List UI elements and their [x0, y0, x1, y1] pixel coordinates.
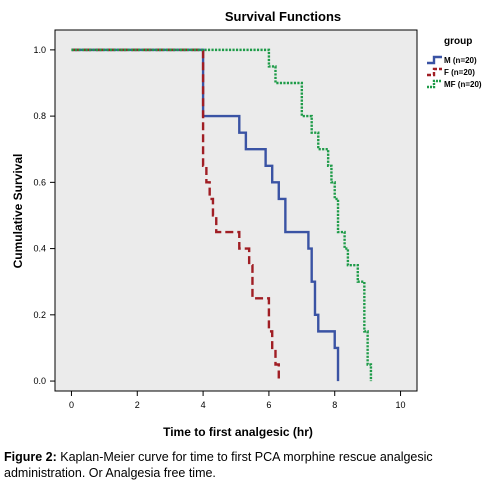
x-tick-label: 2	[135, 400, 140, 410]
y-tick-label: 0.6	[33, 177, 46, 187]
legend-swatch-2	[427, 79, 442, 89]
legend-swatch-1	[427, 67, 442, 77]
legend-swatch-0	[427, 55, 442, 65]
legend-label-2: MF (n=20)	[444, 80, 482, 89]
y-tick-label: 1.0	[33, 45, 46, 55]
chart-title: Survival Functions	[225, 9, 341, 24]
axis-ticks: 0 2 4 6 8 10 0.0 0.2 0.4 0.6 0.8 1.0	[33, 45, 405, 410]
x-tick-label: 6	[266, 400, 271, 410]
series-line-2	[71, 48, 373, 382]
y-tick-label: 0.8	[33, 111, 46, 121]
series-lines	[71, 48, 373, 382]
y-axis-label: Cumulative Survival	[11, 154, 25, 269]
figure-caption: Figure 2: Kaplan-Meier curve for time to…	[4, 449, 500, 481]
series-line-0	[71, 48, 340, 382]
y-tick-label: 0.4	[33, 244, 46, 254]
x-tick-label: 10	[396, 400, 406, 410]
survival-chart: Survival Functions Time to first analges…	[11, 9, 482, 439]
series-line-1	[71, 48, 280, 382]
y-tick-label: 0.0	[33, 376, 46, 386]
x-tick-label: 0	[69, 400, 74, 410]
y-tick-label: 0.2	[33, 310, 46, 320]
plot-background	[54, 29, 418, 392]
caption-label: Figure 2:	[4, 450, 57, 464]
x-tick-label: 4	[201, 400, 206, 410]
x-tick-label: 8	[332, 400, 337, 410]
legend-label-0: M (n=20)	[444, 56, 477, 65]
legend-title: group	[444, 36, 472, 47]
x-axis-label: Time to first analgesic (hr)	[163, 425, 313, 439]
caption-text: Kaplan-Meier curve for time to first PCA…	[4, 450, 433, 480]
legend-label-1: F (n=20)	[444, 68, 475, 77]
legend: group M (n=20) F (n=20) MF (n=20)	[427, 36, 482, 89]
